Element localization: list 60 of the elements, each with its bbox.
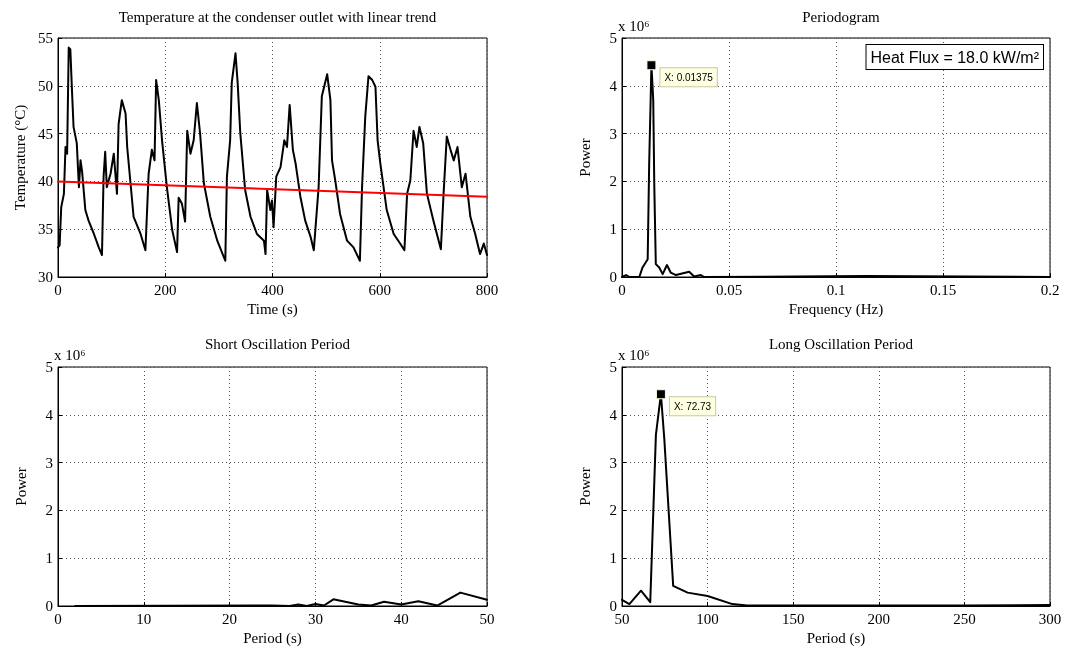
chart-title: Short Oscillation Period	[205, 335, 351, 352]
x-tick-label: 50	[479, 610, 495, 627]
annotation: X: 72.73	[673, 400, 712, 412]
text: x 10⁶	[618, 346, 650, 363]
x-axis-title: Frequency (Hz)	[788, 301, 884, 319]
x-tick-label: 200	[154, 281, 177, 298]
chart-title: Periodogram	[802, 8, 881, 25]
annotation: X: 0.01375	[664, 71, 714, 83]
y-tick-label: 3	[45, 454, 53, 471]
y-tick-label: 4	[45, 406, 54, 423]
y-tick-label: 1	[609, 221, 617, 238]
y-tick-label: 0	[609, 598, 617, 614]
x-tick-label: 40	[393, 610, 409, 627]
x-tick-label: 400	[261, 281, 284, 298]
y-tick-label: 2	[45, 502, 53, 519]
chart-title: Long Oscillation Period	[768, 335, 914, 352]
x-axis-title: Period (s)	[806, 630, 866, 648]
y-tick-label: 35	[38, 221, 53, 238]
y-axis-title: Temperature (°C)	[11, 104, 29, 211]
y-tick-label: 5	[609, 359, 617, 375]
y-tick-label: 5	[609, 30, 617, 46]
y-tick-label: 0	[609, 269, 617, 285]
y-tick-label: 55	[38, 30, 53, 46]
x-tick-label: 100	[696, 610, 719, 627]
y-tick-label: 4	[609, 406, 618, 423]
x-tick-label: 800	[475, 281, 499, 298]
y-tick-label: 45	[38, 125, 53, 142]
x-tick-label: 250	[953, 610, 976, 627]
y-tick-label: 4	[609, 77, 618, 94]
x-tick-label: 300	[1038, 610, 1062, 627]
x-tick-label: 150	[781, 610, 805, 627]
x-axis-title: Time (s)	[247, 301, 298, 319]
text: x 10⁶	[54, 346, 86, 363]
chart-title: Temperature at the condenser outlet with linear trend	[118, 8, 437, 25]
y-tick-label: 1	[45, 550, 53, 567]
y-tick-label: 2	[609, 173, 617, 190]
y-tick-label: 0	[45, 598, 53, 614]
x-tick-label: 0.2	[1040, 281, 1060, 298]
x-tick-label: 20	[222, 610, 238, 627]
x-tick-label: 30	[307, 610, 323, 627]
y-tick-label: 40	[38, 173, 53, 190]
annotation: Heat Flux = 18.0 kW/m²	[870, 48, 1040, 66]
y-tick-label: 2	[609, 502, 617, 519]
x-tick-label: 10	[136, 610, 152, 627]
x-tick-label: 0.15	[929, 281, 957, 298]
x-tick-label: 200	[867, 610, 891, 627]
x-tick-label: 600	[368, 281, 391, 298]
y-tick-label: 3	[609, 125, 617, 142]
y-axis-title: Power	[576, 138, 593, 177]
x-tick-label: 0.05	[715, 281, 743, 298]
y-tick-label: 5	[45, 359, 53, 375]
y-axis-title: Power	[12, 467, 29, 506]
text: x 10⁶	[618, 17, 650, 34]
x-tick-label: 0.1	[826, 281, 846, 298]
y-axis-title: Power	[576, 467, 593, 506]
y-tick-label: 3	[609, 454, 617, 471]
x-axis-title: Period (s)	[243, 630, 302, 648]
y-tick-label: 1	[609, 550, 617, 567]
y-tick-label: 50	[38, 77, 53, 94]
y-tick-label: 30	[38, 269, 53, 285]
